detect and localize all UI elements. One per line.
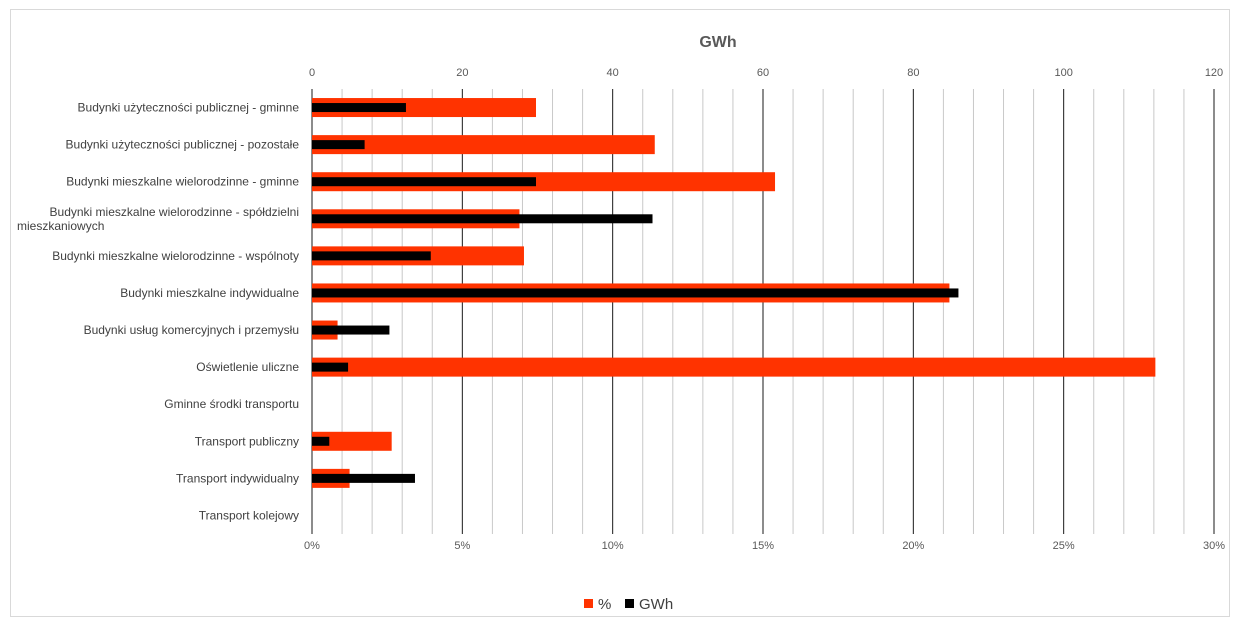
percent-bar xyxy=(312,431,392,451)
bottom-axis-ticks: 0% 5% 10% 15% 20% 25% 30% xyxy=(304,540,1225,552)
gwh-bar xyxy=(312,325,390,335)
gwh-bar xyxy=(312,436,330,446)
legend-swatch-percent xyxy=(584,599,593,608)
bottom-tick-label: 20% xyxy=(902,540,924,552)
category-label: Budynki usług komercyjnych i przemysłu xyxy=(84,323,299,337)
bottom-tick-label: 30% xyxy=(1203,540,1225,552)
bottom-tick-label: 5% xyxy=(454,540,470,552)
top-tick-label: 120 xyxy=(1205,67,1223,79)
gwh-bar xyxy=(312,140,365,150)
category-label: Budynki mieszkalne indywidualne xyxy=(120,286,299,300)
percent-bar xyxy=(312,98,536,118)
bottom-tick-label: 0% xyxy=(304,540,320,552)
bottom-tick-label: 25% xyxy=(1053,540,1075,552)
category-label: Budynki mieszkalne wielorodzinne - gminn… xyxy=(66,175,299,189)
bar-chart: GWh 0 20 40 60 80 100 120 0% 5% 10% 15% 20% 25% 30% … xyxy=(17,34,1225,613)
top-tick-label: 40 xyxy=(607,67,619,79)
category-label: Budynki mieszkalne wielorodzinne - spółd… xyxy=(17,205,299,233)
gwh-bar xyxy=(312,251,431,261)
legend-label-percent: % xyxy=(598,596,611,613)
legend-label-gwh: GWh xyxy=(639,596,673,613)
top-tick-label: 60 xyxy=(757,67,769,79)
category-label: Budynki użyteczności publicznej - gminne xyxy=(78,101,300,115)
category-label: Budynki użyteczności publicznej - pozost… xyxy=(66,138,300,152)
top-axis-ticks: 0 20 40 60 80 100 120 xyxy=(309,67,1223,79)
legend: % GWh xyxy=(584,596,673,613)
percent-bar xyxy=(312,172,776,192)
series-gwh-bars xyxy=(312,103,959,483)
chart-container: GWh 0 20 40 60 80 100 120 0% 5% 10% 15% 20% 25% 30% … xyxy=(10,9,1230,617)
chart-title: GWh xyxy=(699,34,736,51)
major-gridlines xyxy=(311,89,1215,534)
bottom-tick-label: 15% xyxy=(752,540,774,552)
top-tick-label: 100 xyxy=(1054,67,1072,79)
gwh-bar xyxy=(312,177,536,187)
top-tick-label: 80 xyxy=(907,67,919,79)
top-tick-label: 0 xyxy=(309,67,315,79)
gwh-bar xyxy=(312,103,406,113)
bottom-tick-label: 10% xyxy=(602,540,624,552)
percent-bar xyxy=(312,135,655,155)
legend-swatch-gwh xyxy=(625,599,634,608)
category-label: Gminne środki transportu xyxy=(164,397,299,411)
category-label: Transport kolejowy xyxy=(199,508,299,522)
category-label: Budynki mieszkalne wielorodzinne - wspól… xyxy=(52,249,299,263)
top-tick-label: 20 xyxy=(456,67,468,79)
category-label: Oświetlenie uliczne xyxy=(196,360,299,374)
gwh-bar xyxy=(312,473,415,483)
gwh-bar xyxy=(312,362,349,372)
category-label: Transport publiczny xyxy=(195,434,299,448)
gwh-bar xyxy=(312,214,653,224)
percent-bar xyxy=(312,357,1156,377)
gwh-bar xyxy=(312,288,959,298)
minor-gridlines xyxy=(341,89,1185,534)
category-labels: Budynki użyteczności publicznej - gminne… xyxy=(17,101,299,523)
category-label: Transport indywidualny xyxy=(176,471,299,485)
